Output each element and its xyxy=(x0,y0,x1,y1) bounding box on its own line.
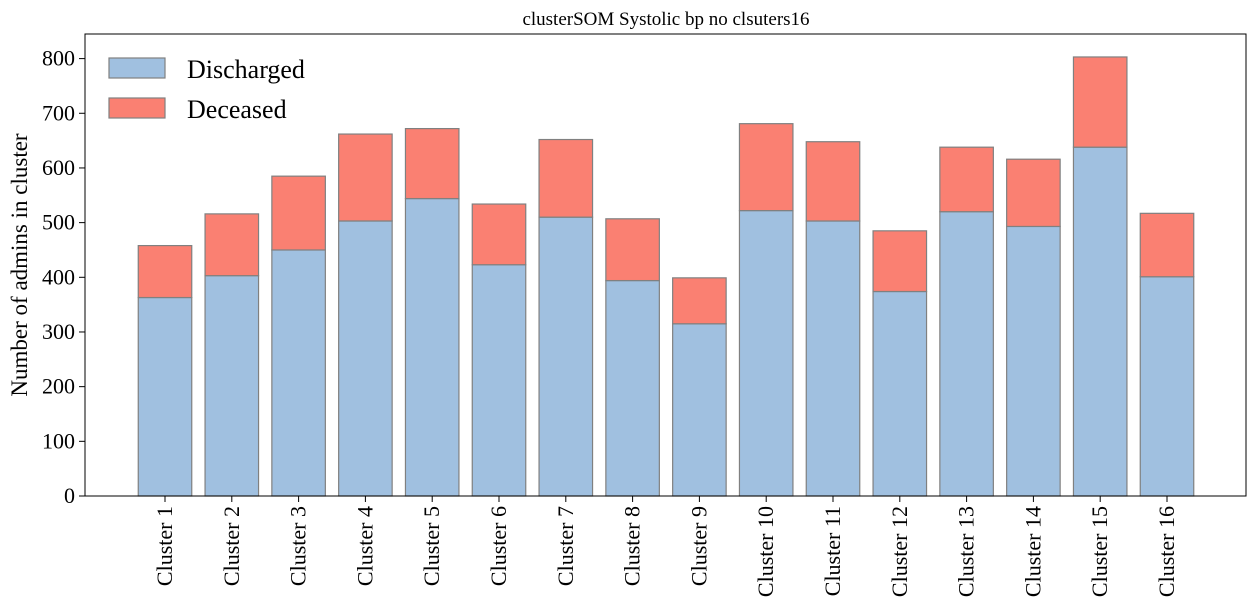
bar-discharged-3 xyxy=(271,249,326,497)
x-tick-label-cluster-10: Cluster 10 xyxy=(753,506,778,597)
y-tick-label: 800 xyxy=(42,46,75,71)
y-tick-label: 400 xyxy=(42,264,75,289)
bars-layer xyxy=(137,56,1195,497)
x-tick-label-cluster-6: Cluster 6 xyxy=(486,506,511,586)
bar-discharged-2 xyxy=(204,275,260,497)
legend-label-discharged: Discharged xyxy=(187,55,305,84)
bar-deceased-10 xyxy=(738,123,794,212)
x-tick-label-cluster-13: Cluster 13 xyxy=(954,506,979,597)
bar-deceased-7 xyxy=(538,138,594,218)
bar-deceased-16 xyxy=(1139,212,1195,278)
x-tick-label-cluster-4: Cluster 4 xyxy=(352,506,377,586)
bar-discharged-9 xyxy=(672,323,727,497)
bar-discharged-13 xyxy=(939,211,994,497)
x-tick-label-cluster-1: Cluster 1 xyxy=(152,506,177,586)
bar-deceased-11 xyxy=(805,141,861,222)
bar-discharged-14 xyxy=(1006,225,1061,497)
x-tick-label-cluster-5: Cluster 5 xyxy=(419,506,444,586)
bar-deceased-15 xyxy=(1072,56,1128,148)
legend-label-deceased: Deceased xyxy=(187,95,287,124)
bar-discharged-5 xyxy=(404,197,460,497)
bar-discharged-8 xyxy=(605,279,660,497)
plot-frame xyxy=(84,33,1247,497)
bar-deceased-9 xyxy=(672,277,727,325)
bar-discharged-12 xyxy=(872,290,928,497)
x-tick-label-cluster-3: Cluster 3 xyxy=(286,506,311,586)
bar-deceased-2 xyxy=(204,213,260,277)
x-axis: Cluster 1 Cluster 2 Cluster 3 Cluster 4 Clus… xyxy=(152,496,1179,597)
x-tick-label-cluster-16: Cluster 16 xyxy=(1154,506,1179,597)
y-tick-label: 0 xyxy=(64,483,75,508)
x-tick-label-cluster-8: Cluster 8 xyxy=(620,506,645,586)
bar-discharged-6 xyxy=(471,264,527,497)
x-tick-label-cluster-11: Cluster 11 xyxy=(820,506,845,596)
bar-deceased-5 xyxy=(404,127,460,200)
x-tick-label-cluster-12: Cluster 12 xyxy=(887,506,912,597)
y-axis-label: Number of admins in cluster xyxy=(7,133,32,397)
x-tick-label-cluster-9: Cluster 9 xyxy=(686,506,711,586)
legend[interactable]: Discharged Deceased xyxy=(108,55,305,124)
x-tick-label-cluster-15: Cluster 15 xyxy=(1087,506,1112,597)
bar-discharged-11 xyxy=(805,220,861,497)
bar-deceased-4 xyxy=(338,133,393,222)
legend-swatch-discharged xyxy=(108,57,166,79)
y-tick-label: 700 xyxy=(42,100,75,125)
bar-deceased-1 xyxy=(137,244,193,299)
y-tick-label: 100 xyxy=(42,428,75,453)
bar-discharged-1 xyxy=(137,296,193,497)
bar-deceased-12 xyxy=(872,230,928,293)
bar-discharged-16 xyxy=(1139,276,1195,497)
bar-deceased-3 xyxy=(271,175,326,251)
bar-discharged-15 xyxy=(1072,146,1128,497)
y-tick-label: 200 xyxy=(42,374,75,399)
y-axis: 0 100 200 300 400 500 600 700 800 xyxy=(42,46,85,508)
legend-swatch-deceased xyxy=(108,97,166,119)
bar-discharged-4 xyxy=(338,220,393,497)
x-tick-label-cluster-2: Cluster 2 xyxy=(219,506,244,586)
y-tick-label: 600 xyxy=(42,155,75,180)
x-tick-label-cluster-7: Cluster 7 xyxy=(553,506,578,586)
bar-discharged-7 xyxy=(538,216,594,497)
y-tick-label: 500 xyxy=(42,210,75,235)
y-tick-label: 300 xyxy=(42,319,75,344)
chart-title: clusterSOM Systolic bp no clsuters16 xyxy=(522,9,809,30)
bar-deceased-6 xyxy=(471,203,527,266)
bar-deceased-14 xyxy=(1006,158,1061,228)
bar-discharged-10 xyxy=(738,210,794,497)
x-tick-label-cluster-14: Cluster 14 xyxy=(1020,506,1045,597)
bar-deceased-8 xyxy=(605,218,660,282)
bar-deceased-13 xyxy=(939,146,994,213)
